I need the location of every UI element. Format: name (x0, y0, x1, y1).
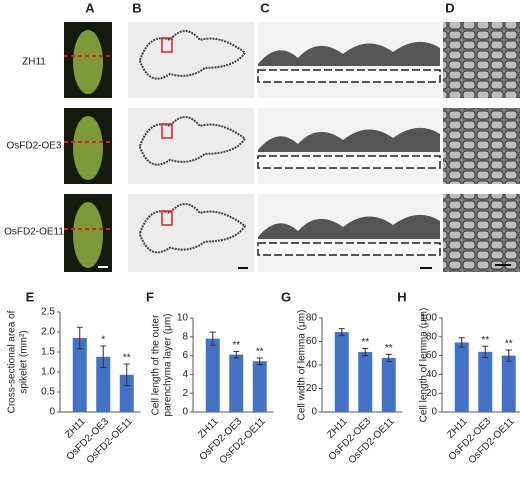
error-bar (233, 350, 240, 359)
bar (205, 338, 220, 412)
highlight-box (161, 210, 173, 226)
bar (334, 332, 349, 412)
row-label: OsFD2-OE3 (6, 141, 61, 152)
y-tick-label: 80 (306, 313, 318, 324)
scale-bar (420, 267, 432, 269)
spikelet (73, 30, 103, 94)
cell-layer (258, 214, 440, 239)
y-tick-label: 10 (177, 313, 189, 324)
y-axis-label: Cell length of the outer (151, 314, 162, 415)
panel-label: H (397, 289, 406, 304)
row-label: ZH11 (22, 57, 46, 68)
y-axis-label: Cell width of lemma (μm) (297, 310, 308, 421)
error-bar (362, 348, 369, 357)
cell-row (257, 155, 441, 169)
significance: ** (385, 343, 393, 354)
y-tick-label: 1.0 (41, 367, 55, 378)
y-tick-label: 60 (306, 336, 318, 347)
panel-label: D (445, 0, 454, 15)
significance: * (101, 335, 105, 346)
cell-row (257, 69, 441, 83)
y-tick-label: 0 (311, 407, 317, 418)
section-image (128, 194, 254, 272)
error-bar (256, 357, 263, 366)
error-bar (505, 349, 512, 362)
significance: ** (232, 340, 240, 351)
y-axis-label: spikelet (mm²) (19, 330, 30, 393)
error-bar (338, 328, 345, 337)
micrographs (64, 22, 520, 272)
bar (96, 356, 111, 412)
bar (72, 338, 87, 412)
bar (478, 351, 493, 412)
panel-label: G (281, 289, 291, 304)
y-tick-label: 2 (182, 388, 188, 399)
y-tick-label: 0 (182, 407, 188, 418)
y-tick-label: 0 (431, 407, 437, 418)
panel-label: E (26, 289, 35, 304)
surface-image (443, 22, 520, 98)
section-outline (139, 30, 247, 80)
section-outline (139, 203, 247, 254)
y-tick-label: 0 (49, 407, 55, 418)
panel-label: F (146, 289, 154, 304)
row-label: OsFD2-OE11 (4, 227, 64, 238)
y-tick-label: 2.0 (41, 327, 55, 338)
scale-bar (238, 267, 248, 269)
error-bar (209, 331, 216, 346)
y-axis-label: parenchyma layer (μm) (163, 313, 174, 416)
y-tick-label: 6 (182, 350, 188, 361)
significance: ** (481, 335, 489, 346)
error-bar (76, 326, 83, 350)
cell-row (257, 242, 441, 256)
error-bar (458, 337, 465, 348)
highlight-box (161, 37, 173, 53)
section-outline (139, 116, 247, 166)
highlight-box (161, 123, 173, 139)
cell-layer (258, 127, 440, 152)
spikelet (73, 116, 103, 180)
y-tick-label: 0.5 (41, 387, 55, 398)
bar (501, 355, 516, 412)
spikelet (73, 202, 103, 268)
error-bar (123, 363, 130, 387)
panel-label: C (260, 0, 270, 15)
error-bar (100, 345, 107, 369)
surface-image (443, 194, 520, 272)
bar (229, 354, 244, 412)
bar (119, 374, 134, 412)
y-tick-label: 8 (182, 331, 188, 342)
y-tick-label: 4 (182, 369, 188, 380)
bar (381, 357, 396, 412)
surface-image (443, 108, 520, 184)
y-tick-label: 60 (426, 350, 438, 361)
bar (252, 361, 267, 412)
y-axis-label: Cell length of lemma (μm) (419, 308, 430, 423)
cell-layer (258, 41, 440, 66)
y-tick-label: 1.5 (41, 347, 55, 358)
y-tick-label: 40 (426, 369, 438, 380)
panel-label: B (132, 0, 141, 15)
y-tick-label: 20 (426, 388, 438, 399)
y-tick-label: 40 (306, 360, 318, 371)
scale-bar (495, 264, 511, 266)
section-image (128, 22, 254, 98)
y-tick-label: 20 (306, 383, 318, 394)
y-tick-label: 80 (426, 331, 438, 342)
significance: ** (361, 337, 369, 348)
significance: ** (123, 353, 131, 364)
significance: ** (256, 347, 264, 358)
section-image (128, 108, 254, 184)
error-bar (482, 345, 489, 358)
significance: ** (505, 339, 513, 350)
y-tick-label: 100 (420, 313, 437, 324)
scale-bar (98, 266, 108, 268)
bar (358, 352, 373, 412)
y-axis-label: Cross-sectional area of (7, 310, 18, 413)
y-tick-label: 2.5 (41, 307, 55, 318)
error-bar (385, 353, 392, 362)
bar (454, 342, 469, 412)
panel-label: A (85, 0, 95, 15)
